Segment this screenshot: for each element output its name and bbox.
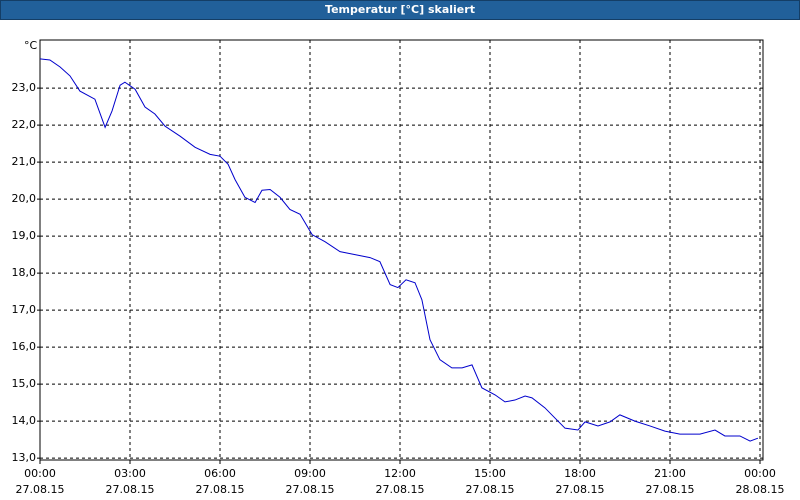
y-tick-label: 21,0	[12, 155, 37, 168]
x-tick-date: 27.08.15	[106, 483, 155, 496]
x-tick-date: 27.08.15	[16, 483, 65, 496]
y-tick-label: 22,0	[12, 118, 37, 131]
y-tick-label: 14,0	[12, 414, 37, 427]
x-tick-label: 21:00	[654, 467, 686, 480]
x-tick-label: 12:00	[384, 467, 416, 480]
x-tick-label: 06:00	[204, 467, 236, 480]
chart: °C 13,0 14,0 15,0 16,0 17,0 18,0 19,0 20,0 21,0 2…	[12, 39, 785, 496]
x-tick-date: 27.08.15	[286, 483, 335, 496]
x-tick-label: 03:00	[114, 467, 146, 480]
window-title: Temperatur [°C] skaliert	[0, 0, 800, 20]
x-tick-date: 27.08.15	[376, 483, 425, 496]
y-tick-label: 23,0	[12, 81, 37, 94]
y-tick-label: 18,0	[12, 266, 37, 279]
x-tick-label: 00:00	[744, 467, 776, 480]
plot-area	[40, 40, 763, 460]
x-tick-date: 28.08.15	[736, 483, 785, 496]
x-tick-date: 27.08.15	[196, 483, 245, 496]
x-tick-label: 00:00	[24, 467, 56, 480]
plot-border	[39, 39, 764, 461]
y-tick-label: 16,0	[12, 340, 37, 353]
y-tick-label: 15,0	[12, 377, 37, 390]
y-tick-label: 17,0	[12, 303, 37, 316]
y-tick-label: 19,0	[12, 229, 37, 242]
x-tick-date: 27.08.15	[556, 483, 605, 496]
x-tick-date: 27.08.15	[646, 483, 695, 496]
y-tick-label: 20,0	[12, 192, 37, 205]
temperature-line	[39, 58, 759, 442]
x-tick-label: 09:00	[294, 467, 326, 480]
x-tick-label: 18:00	[564, 467, 596, 480]
y-tick-label: 13,0	[12, 451, 37, 464]
y-unit-label: °C	[24, 39, 38, 52]
x-tick-label: 15:00	[474, 467, 506, 480]
x-tick-date: 27.08.15	[466, 483, 515, 496]
